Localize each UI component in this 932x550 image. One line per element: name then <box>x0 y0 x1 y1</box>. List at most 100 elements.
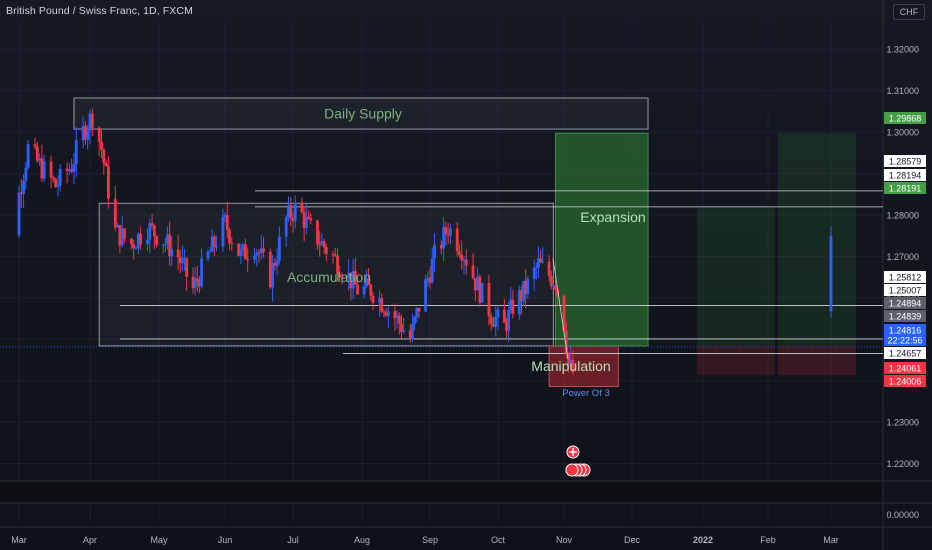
candle-body <box>571 359 575 373</box>
candle-body <box>116 225 119 228</box>
candle-body <box>104 163 108 167</box>
candle-body <box>134 248 138 250</box>
candle-body <box>554 285 557 290</box>
candle-body <box>369 284 373 296</box>
candle-body <box>54 179 58 188</box>
candle-body <box>107 166 110 199</box>
candle-body <box>417 307 421 312</box>
candle-body <box>520 290 523 302</box>
candle-body <box>153 225 156 237</box>
x-tick-label: Jul <box>287 535 299 545</box>
x-tick-label: 2022 <box>693 535 713 545</box>
candle-body <box>26 144 30 168</box>
price-label: 1.24657 <box>889 349 922 359</box>
candle-body <box>564 330 568 354</box>
currency-label[interactable]: CHF <box>893 4 925 20</box>
x-tick-label: Oct <box>491 535 506 545</box>
y-tick-label: 1.27000 <box>886 252 919 262</box>
candle-body <box>33 144 37 147</box>
candle-body <box>829 254 833 275</box>
candle-body <box>378 298 381 303</box>
candle-body <box>367 278 370 285</box>
candle-body <box>275 260 279 267</box>
price-label-bg <box>884 182 926 194</box>
candle-body <box>84 125 87 140</box>
trend-line <box>552 258 569 360</box>
x-tick-label: May <box>150 535 168 545</box>
candle-body <box>195 278 199 282</box>
candle-body <box>473 278 477 291</box>
candle-body <box>178 257 182 264</box>
candle-body <box>291 218 295 221</box>
candle-body <box>22 180 25 194</box>
candle-body <box>476 276 479 291</box>
price-label-bg <box>884 362 926 374</box>
candle-body <box>455 228 459 252</box>
candle-body <box>353 270 357 285</box>
price-label: 1.28579 <box>889 157 922 167</box>
candle-body <box>185 258 189 277</box>
price-label-bg <box>884 324 926 336</box>
x-tick-label: Jun <box>218 535 233 545</box>
candle-body <box>208 251 212 253</box>
candle-body <box>223 214 227 218</box>
price-label: 1.24816 <box>889 326 922 336</box>
candle-body <box>241 244 245 251</box>
candle-body <box>74 140 78 165</box>
x-tick-label: Apr <box>83 535 97 545</box>
zone-label: Manipulation <box>531 358 610 374</box>
candle-body <box>517 290 521 315</box>
candle-body <box>537 258 540 268</box>
x-tick-label: Nov <box>556 535 573 545</box>
candle-body <box>534 267 538 269</box>
candle-body <box>494 316 498 327</box>
candle-body <box>273 263 277 267</box>
y-tick-label: 1.22000 <box>886 459 919 469</box>
price-label: 1.24006 <box>889 377 922 387</box>
price-label: 1.24894 <box>889 299 922 309</box>
y-tick-label: 1.30000 <box>886 127 919 137</box>
price-label-bg <box>884 112 926 124</box>
candle-body <box>146 239 149 245</box>
candle-body <box>347 272 351 278</box>
price-label-bg <box>884 310 926 322</box>
candle-body <box>471 265 475 279</box>
price-label-bg <box>884 297 926 309</box>
candle-body <box>507 310 511 331</box>
candle-body <box>70 169 74 172</box>
candle-body <box>402 330 406 333</box>
candle-body <box>287 205 290 217</box>
candle-body <box>338 274 342 277</box>
candle-body <box>67 169 71 172</box>
candle-body <box>397 315 401 324</box>
candle-body <box>547 261 551 276</box>
candle-body <box>331 253 335 256</box>
candle-body <box>210 236 214 252</box>
candle-body <box>304 216 308 228</box>
price-label-bg <box>884 271 926 283</box>
candle-body <box>320 241 324 245</box>
candle-body <box>458 251 461 255</box>
candle-body <box>532 267 536 279</box>
candle-body <box>395 315 399 319</box>
candle-body <box>400 323 403 333</box>
candle-body <box>130 238 133 245</box>
candle-body <box>65 168 69 172</box>
candle-body <box>364 278 368 287</box>
candle-body <box>237 243 240 256</box>
candle-body <box>35 146 39 161</box>
candle-body <box>284 216 288 237</box>
candle-body <box>17 192 21 236</box>
candle-body <box>300 203 304 213</box>
candle-body <box>480 283 484 303</box>
lower-pane <box>0 481 883 503</box>
candle-body <box>278 236 281 261</box>
candle-body <box>168 234 172 257</box>
candle-body <box>509 299 513 311</box>
candle-body <box>255 252 259 256</box>
price-label: 1.29868 <box>889 114 922 124</box>
candle-body <box>444 226 448 235</box>
x-tick-label: Aug <box>354 535 370 545</box>
future-red-box <box>697 345 775 376</box>
